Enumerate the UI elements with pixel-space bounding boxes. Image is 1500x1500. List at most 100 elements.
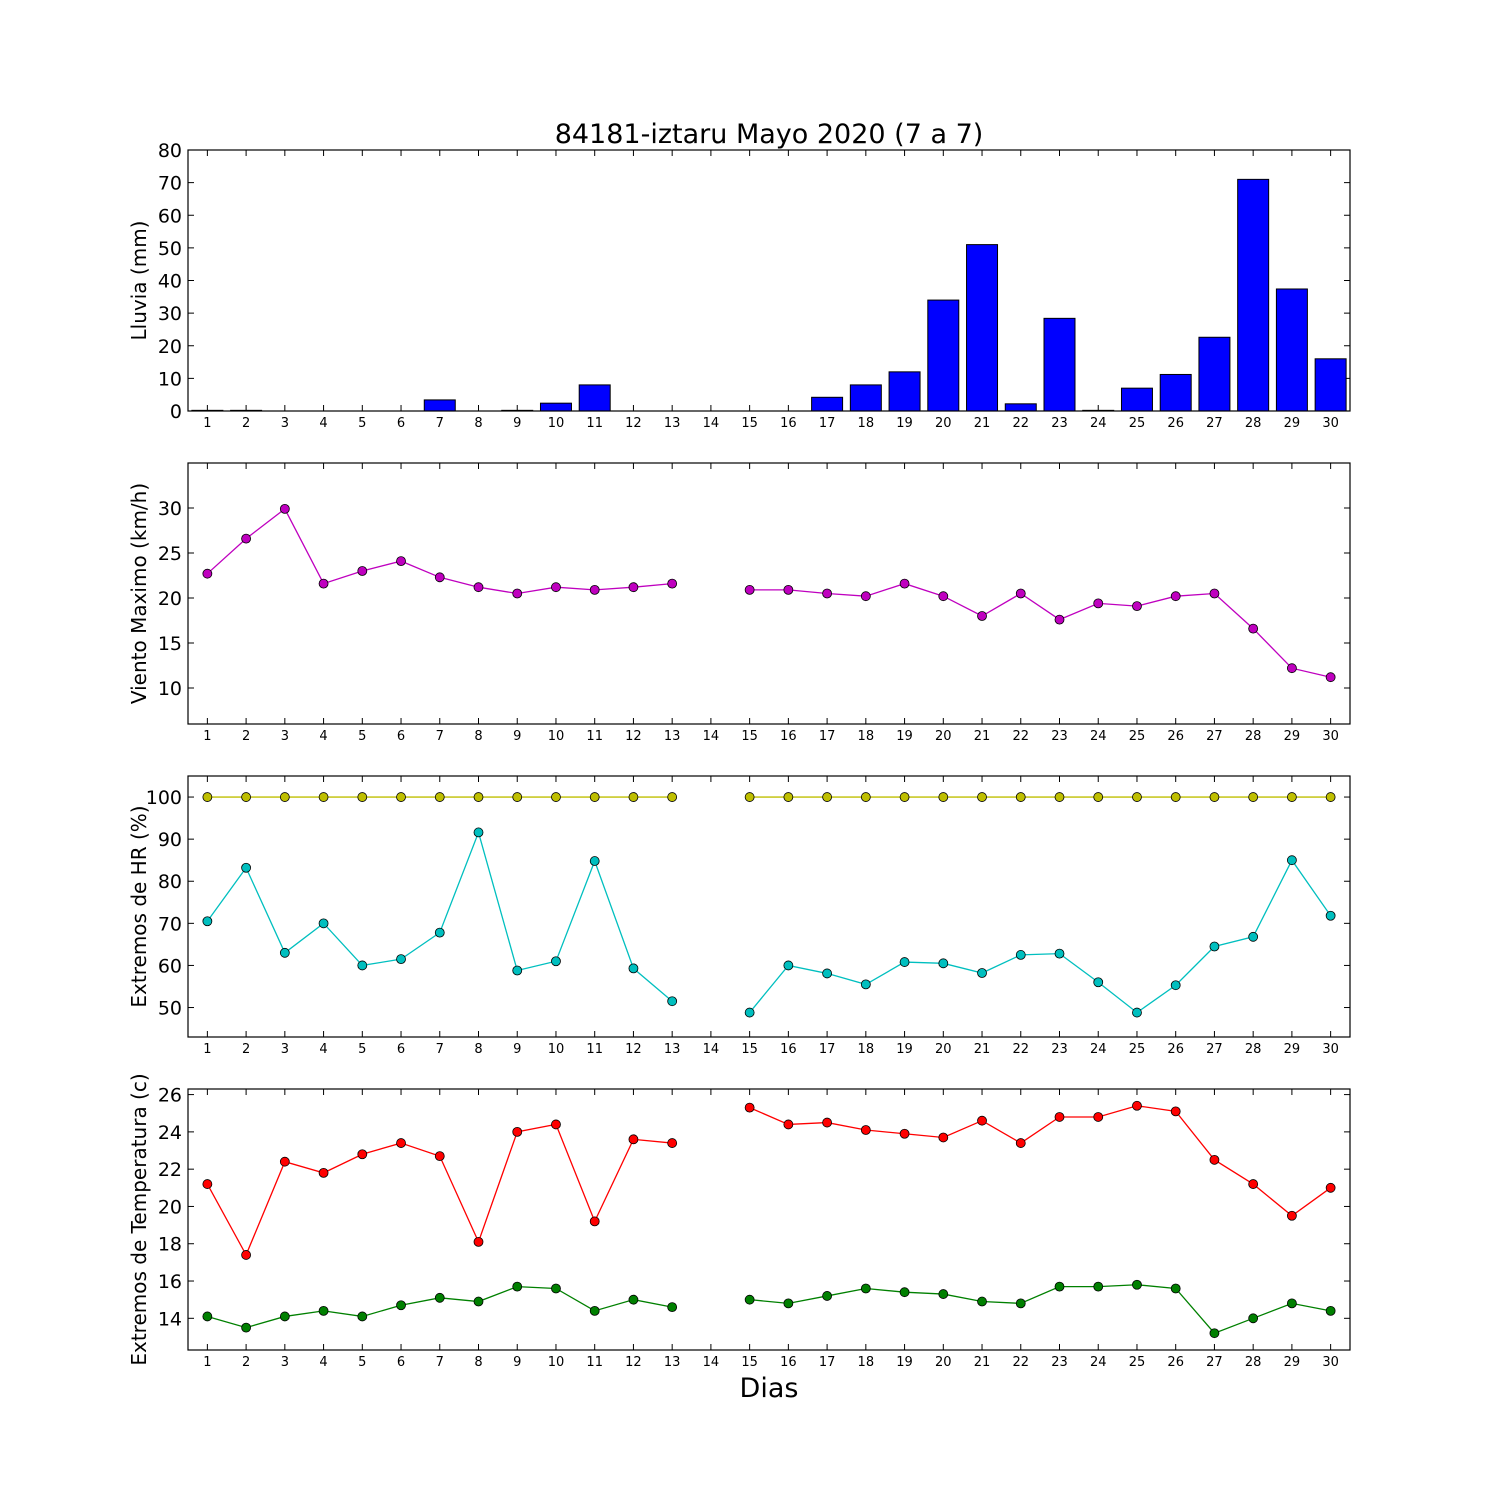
data-point: [589, 585, 600, 595]
axes-frame: [187, 462, 1351, 725]
x-tick-label: 25: [1129, 1355, 1146, 1370]
data-point: [202, 1311, 213, 1322]
data-point: [551, 1283, 561, 1294]
x-tick-label: 16: [780, 1355, 797, 1370]
data-point: [744, 1007, 755, 1018]
x-tick-label: 9: [513, 1355, 521, 1370]
data-point: [279, 947, 290, 958]
data-point: [628, 582, 639, 593]
x-tick-label: 5: [358, 729, 366, 744]
x-tick-label: 1: [203, 416, 211, 431]
x-tick-label: 9: [513, 416, 521, 431]
y-tick-label: 80: [158, 871, 182, 893]
x-tick-label: 28: [1245, 416, 1262, 431]
data-point: [1170, 792, 1181, 802]
data-point: [938, 958, 949, 969]
x-tick-label: 16: [780, 729, 797, 744]
x-tick-label: 29: [1284, 1355, 1301, 1370]
data-point: [473, 1236, 484, 1247]
x-tick-label: 7: [436, 1042, 444, 1057]
y-tick-label: 40: [158, 271, 182, 293]
y-tick-label: 70: [158, 173, 182, 195]
data-point: [899, 957, 910, 967]
x-tick-label: 6: [397, 416, 405, 431]
data-point: [512, 965, 523, 976]
data-point: [1093, 598, 1104, 609]
x-tick-label: 20: [935, 1042, 952, 1057]
data-point: [589, 792, 600, 802]
x-tick-label: 21: [974, 729, 991, 744]
x-tick-label: 13: [664, 1042, 681, 1057]
x-tick-label: 6: [397, 1042, 405, 1057]
data-point: [938, 1289, 949, 1299]
axes-frame: [187, 1088, 1351, 1351]
data-point: [241, 862, 252, 873]
x-tick-label: 23: [1051, 729, 1068, 744]
data-point: [279, 503, 290, 514]
x-tick-label: 4: [319, 729, 327, 744]
x-tick-label: 2: [242, 1355, 250, 1370]
x-tick-label: 23: [1051, 1355, 1068, 1370]
data-point: [512, 1281, 523, 1292]
data-point: [434, 927, 445, 938]
x-tick-label: 18: [858, 1042, 875, 1057]
data-point: [473, 582, 484, 593]
rain-bar: [888, 371, 921, 412]
data-point: [1132, 1279, 1142, 1290]
x-tick-label: 22: [1012, 416, 1029, 431]
x-tick-label: 21: [974, 1355, 991, 1370]
x-tick-label: 30: [1322, 1042, 1339, 1057]
data-point: [473, 792, 484, 802]
x-tick-label: 30: [1322, 1355, 1339, 1370]
data-point: [1015, 950, 1026, 960]
data-point: [1015, 588, 1026, 599]
x-tick-label: 18: [858, 416, 875, 431]
x-tick-label: 4: [319, 1355, 327, 1370]
rain-bar: [1275, 288, 1308, 412]
data-point: [822, 1117, 832, 1128]
data-point: [977, 611, 987, 621]
x-tick-label: 5: [358, 416, 366, 431]
x-tick-label: 4: [319, 416, 327, 431]
x-tick-label: 21: [974, 1042, 991, 1057]
data-point: [667, 792, 678, 802]
x-tick-label: 13: [664, 1355, 681, 1370]
data-point: [1325, 792, 1336, 802]
data-point: [1093, 977, 1104, 988]
data-point: [822, 1291, 832, 1301]
data-point: [241, 1250, 252, 1260]
data-point: [938, 1132, 949, 1143]
data-point: [1054, 614, 1065, 625]
x-tick-label: 15: [741, 1042, 758, 1057]
data-point: [318, 1305, 329, 1316]
data-point: [783, 1298, 794, 1309]
x-tick-label: 25: [1129, 1042, 1146, 1057]
x-tick-label: 19: [896, 416, 913, 431]
x-tick-label: 19: [896, 1042, 913, 1057]
data-point: [357, 1149, 368, 1160]
data-point: [899, 1128, 910, 1139]
y-tick-label: 60: [158, 205, 182, 227]
data-point: [318, 792, 329, 802]
data-point: [977, 968, 987, 978]
data-point: [1287, 1298, 1297, 1309]
data-point: [860, 1283, 871, 1294]
data-point: [1325, 1182, 1336, 1193]
data-point: [667, 1138, 678, 1148]
data-point: [279, 1156, 290, 1167]
data-point: [1248, 1179, 1259, 1189]
x-tick-label: 18: [858, 729, 875, 744]
data-point: [357, 792, 368, 802]
data-point: [202, 568, 213, 579]
data-point: [589, 1216, 600, 1227]
y-tick-label: 80: [158, 140, 182, 162]
x-tick-label: 15: [741, 729, 758, 744]
data-point: [589, 856, 600, 866]
data-point: [628, 963, 639, 974]
data-point: [783, 1119, 794, 1130]
data-point: [860, 1125, 871, 1135]
rain-bar: [423, 399, 456, 412]
x-tick-label: 17: [819, 416, 836, 431]
rain-bar: [578, 384, 611, 412]
